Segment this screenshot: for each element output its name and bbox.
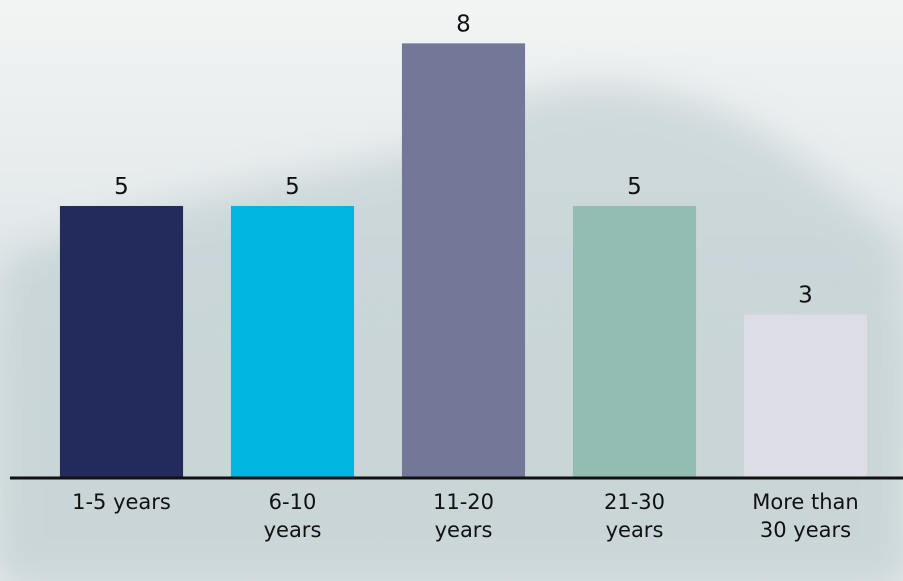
x-tick-label: 1-5 years bbox=[72, 490, 171, 514]
x-tick-label: 21-30 years bbox=[603, 490, 666, 542]
value-label: 5 bbox=[627, 174, 642, 200]
x-tick-label: More than 30 years bbox=[752, 490, 859, 542]
bar bbox=[572, 205, 697, 477]
value-label: 8 bbox=[456, 11, 471, 37]
value-label: 5 bbox=[285, 174, 300, 200]
bar bbox=[230, 205, 355, 477]
value-label: 3 bbox=[798, 282, 813, 308]
bar bbox=[59, 205, 184, 477]
x-tick-label: 11-20 years bbox=[432, 490, 495, 542]
bar bbox=[401, 43, 526, 477]
x-tick-label: 6-10 years bbox=[263, 490, 322, 542]
bar bbox=[743, 314, 868, 477]
value-label: 5 bbox=[114, 174, 129, 200]
